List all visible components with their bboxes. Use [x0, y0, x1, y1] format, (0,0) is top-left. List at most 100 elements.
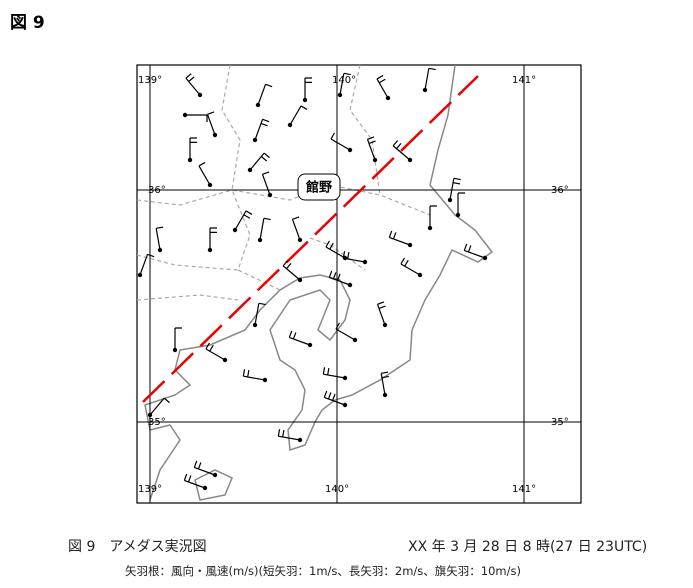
- station-dot: [297, 237, 303, 243]
- wind-barb: [205, 342, 226, 361]
- lon-label: 140°: [325, 484, 349, 495]
- wind-barb: [261, 171, 271, 196]
- wind-barb: [400, 257, 421, 276]
- wind-barb: [139, 253, 155, 276]
- wind-barb: [277, 429, 301, 441]
- wind-barb: [234, 210, 253, 231]
- wind-barb: [429, 205, 437, 228]
- station-dot: [207, 247, 213, 253]
- wind-barb: [388, 230, 411, 246]
- wind-barb: [380, 371, 389, 396]
- wind-barb: [198, 161, 211, 186]
- station-dot: [147, 412, 153, 418]
- station-dot: [297, 277, 303, 283]
- wind-barb: [335, 322, 356, 341]
- station-dot: [407, 242, 413, 248]
- lat-label: 35°: [148, 417, 166, 428]
- station-dot: [202, 485, 208, 491]
- wind-barb: [193, 460, 216, 476]
- wind-barb: [257, 83, 273, 106]
- station-dot: [385, 95, 391, 101]
- station-dot: [157, 247, 163, 253]
- wind-barb: [457, 192, 465, 215]
- station-dot: [427, 225, 433, 231]
- station-dot: [407, 157, 413, 163]
- lon-label: 141°: [512, 484, 536, 495]
- station-dot: [347, 147, 353, 153]
- wind-barb: [174, 327, 182, 350]
- wind-barb: [155, 226, 164, 251]
- map-frame: [136, 64, 582, 504]
- station-dot: [207, 182, 213, 188]
- front-line: [142, 75, 479, 403]
- station-dot: [342, 375, 348, 381]
- wind-barb: [282, 260, 301, 281]
- wind-barb: [376, 301, 386, 326]
- wind-barb: [342, 251, 366, 263]
- wind-barb: [185, 73, 201, 96]
- wind-barb: [288, 330, 311, 346]
- station-dot: [342, 402, 348, 408]
- wind-barb: [249, 152, 270, 171]
- station-dot: [417, 272, 423, 278]
- wind-barb: [304, 77, 312, 100]
- graticule: [137, 65, 581, 503]
- station-dot: [212, 132, 218, 138]
- wind-barb: [449, 177, 461, 201]
- coastline: [144, 64, 494, 501]
- station-dot: [247, 167, 253, 173]
- wind-barb: [376, 74, 389, 99]
- station-dot: [362, 259, 368, 265]
- wind-barb: [185, 114, 208, 122]
- wind-barb: [323, 390, 346, 406]
- station-dot: [372, 157, 378, 163]
- station-dot: [232, 227, 238, 233]
- lon-label: 139°: [138, 484, 162, 495]
- wind-barbs: [137, 67, 488, 491]
- prefecture-borders: [136, 64, 431, 301]
- station-dot: [172, 347, 178, 353]
- lon-label: 139°: [138, 75, 162, 86]
- station-dot: [222, 357, 228, 363]
- lat-label: 35°: [551, 417, 569, 428]
- wind-barb: [254, 118, 270, 141]
- station-dot: [287, 122, 293, 128]
- station-dot: [252, 322, 258, 328]
- station-dot: [257, 237, 263, 243]
- wind-barb: [242, 369, 266, 381]
- station-dot: [182, 112, 188, 118]
- station-dot: [337, 92, 343, 98]
- caption-time: XX 年 3 月 28 日 8 時(27 日 23UTC): [408, 539, 648, 555]
- station-dot: [382, 322, 388, 328]
- wind-barb: [149, 397, 170, 416]
- figure-title: 図 9: [10, 13, 45, 33]
- wind-barb: [259, 217, 271, 241]
- station-box: [297, 173, 341, 201]
- wind-barb: [322, 367, 346, 379]
- station-dot: [255, 102, 261, 108]
- station-dot: [422, 87, 428, 93]
- wind-barb: [339, 72, 351, 96]
- wind-barb: [206, 111, 216, 136]
- wind-barb: [254, 302, 266, 326]
- station-dot: [187, 157, 193, 163]
- lat-label: 36°: [551, 185, 569, 196]
- caption-note: 矢羽根：風向・風速(m/s)(短矢羽：1m/s、長矢羽：2m/s、旗矢羽：10m…: [125, 564, 521, 578]
- lon-label: 140°: [332, 75, 356, 86]
- wind-barb: [392, 140, 411, 161]
- station-dot: [252, 137, 258, 143]
- lat-label: 36°: [148, 185, 166, 196]
- station-dot: [137, 272, 143, 278]
- wind-barb: [424, 67, 436, 91]
- wind-barb: [189, 137, 197, 160]
- wind-barb: [330, 132, 351, 151]
- station-label: 館野: [306, 180, 332, 196]
- station-dot: [197, 92, 203, 98]
- station-dot: [382, 392, 388, 398]
- station-dot: [482, 255, 488, 261]
- wind-barb: [289, 105, 308, 126]
- wind-barb: [291, 216, 301, 241]
- wind-barb: [328, 270, 351, 286]
